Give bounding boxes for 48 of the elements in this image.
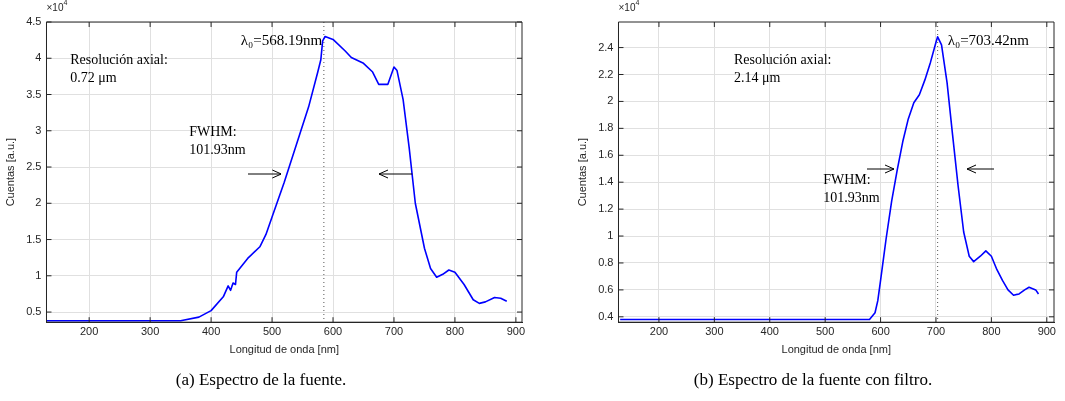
annotation: FWHM: 101.93nm bbox=[823, 172, 880, 206]
x-tick-label: 800 bbox=[982, 324, 1001, 337]
y-tick-label: 0.4 bbox=[598, 309, 614, 322]
x-tick-label: 300 bbox=[705, 324, 724, 337]
y-tick-label: 2.2 bbox=[598, 67, 614, 80]
y-tick-label: 1.8 bbox=[598, 121, 614, 134]
x-axis-title: Longitud de onda [nm] bbox=[781, 343, 891, 356]
annotation: λ₀=568.19nm bbox=[240, 31, 323, 48]
annotation: FWHM: 101.93nm bbox=[189, 124, 246, 158]
x-tick-label: 200 bbox=[79, 324, 99, 337]
y-tick-label: 2 bbox=[607, 94, 614, 107]
text: (b) Espectro de la fuente con filtro. bbox=[693, 370, 933, 390]
x-tick-label: 900 bbox=[1037, 324, 1056, 337]
y-tick-label: 2 bbox=[35, 196, 42, 209]
y-tick-label: 0.5 bbox=[26, 305, 42, 318]
x-tick-label: 500 bbox=[262, 324, 282, 337]
y-tick-label: 2.5 bbox=[26, 160, 42, 173]
x-axis-title: Longitud de onda [nm] bbox=[229, 343, 339, 356]
x-tick-label: 700 bbox=[384, 324, 404, 337]
y-tick-label: 1.4 bbox=[598, 175, 614, 188]
y-tick-label: 4.5 bbox=[26, 15, 42, 28]
y-tick-label: 3 bbox=[35, 123, 42, 136]
y-tick-label: 1 bbox=[35, 268, 42, 281]
text: (a) Espectro de la fuente. bbox=[175, 370, 347, 390]
x-tick-label: 700 bbox=[926, 324, 946, 337]
x-tick-label: 400 bbox=[201, 324, 221, 337]
x-tick-label: 500 bbox=[815, 324, 835, 337]
y-tick-label: 0.8 bbox=[598, 256, 614, 268]
y-tick-label: 1 bbox=[607, 229, 614, 242]
x-tick-label: 600 bbox=[323, 324, 343, 337]
annotation: λ₀=703.42nm bbox=[947, 31, 1030, 48]
y-tick-label: 3.5 bbox=[26, 87, 42, 100]
annotation: Resolución axial: 0.72 μm bbox=[70, 52, 168, 86]
x-tick-label: 600 bbox=[871, 324, 890, 337]
x-tick-label: 200 bbox=[649, 324, 669, 337]
x-tick-label: 400 bbox=[760, 324, 779, 337]
x-tick-label: 300 bbox=[140, 324, 160, 337]
y-tick-label: 0.6 bbox=[598, 282, 614, 295]
annotation: Resolución axial: 2.14 μm bbox=[733, 52, 832, 86]
y-tick-label: 1.2 bbox=[598, 202, 614, 215]
y-tick-label: 1.5 bbox=[26, 232, 42, 245]
y-axis-title: Cuentas [a.u.] bbox=[3, 137, 16, 207]
y-tick-label: 4 bbox=[35, 51, 42, 64]
x-tick-label: 900 bbox=[506, 324, 526, 337]
x-tick-label: 800 bbox=[445, 324, 465, 337]
y-axis-title: Cuentas [a.u.] bbox=[575, 137, 588, 207]
y-tick-label: 2.4 bbox=[598, 40, 614, 53]
y-tick-label: 1.6 bbox=[598, 148, 614, 161]
